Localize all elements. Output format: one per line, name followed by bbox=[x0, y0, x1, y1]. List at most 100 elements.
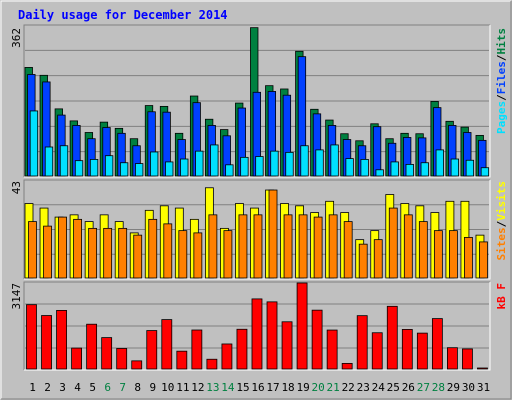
bar-sites-day-28 bbox=[433, 230, 443, 279]
bar-pages-day-4 bbox=[74, 160, 84, 177]
bar-pages-day-14 bbox=[225, 164, 234, 177]
bar-kbytes-day-26 bbox=[401, 329, 413, 370]
legend-mid-entry: / bbox=[495, 220, 508, 227]
legend-top-text: Pages/Files/Hits bbox=[495, 28, 508, 134]
bar-sites-day-26 bbox=[403, 214, 413, 279]
bar-kbytes-day-4 bbox=[71, 347, 82, 370]
bar-sites-day-18 bbox=[283, 214, 293, 279]
middle-panel-legend: Sites/Visits bbox=[495, 181, 508, 261]
bar-pages-day-7 bbox=[119, 162, 129, 177]
bar-pages-day-29 bbox=[450, 158, 460, 177]
bar-pages-day-13 bbox=[210, 144, 219, 177]
middle-panel-ymax-label: 43 bbox=[10, 181, 23, 194]
bar-kbytes-day-12 bbox=[191, 329, 203, 370]
x-tick-label-day-25: 25 bbox=[387, 381, 400, 394]
x-tick-label-day-21: 21 bbox=[327, 381, 340, 394]
bar-kbytes-day-8 bbox=[131, 360, 143, 370]
x-tick-label-day-11: 11 bbox=[176, 381, 189, 394]
legend-top-entry: Files bbox=[495, 61, 508, 94]
x-tick-label-day-5: 5 bbox=[89, 381, 96, 394]
bar-sites-day-7 bbox=[118, 227, 128, 279]
bar-sites-day-17 bbox=[268, 189, 278, 279]
panel-visits-highlight bbox=[24, 180, 491, 280]
bottom-panel-legend: kB F bbox=[495, 283, 508, 310]
bar-sites-day-6 bbox=[103, 227, 113, 279]
x-tick-label-day-7: 7 bbox=[119, 381, 126, 394]
bar-pages-day-31 bbox=[480, 167, 490, 177]
bar-pages-day-8 bbox=[135, 163, 144, 177]
bar-sites-day-24 bbox=[373, 239, 383, 279]
x-tick-label-day-19: 19 bbox=[296, 381, 309, 394]
bar-kbytes-day-25 bbox=[386, 305, 398, 370]
bar-sites-day-20 bbox=[313, 216, 323, 279]
x-axis-labels: 1 2 3 4 5 6 7 8 9 10 11 12 13 14 15 16 17 18 19 20 21 22 23 24 2… bbox=[29, 381, 490, 394]
bar-kbytes-day-6 bbox=[101, 337, 113, 370]
bar-pages-day-19 bbox=[300, 145, 309, 177]
bar-pages-day-26 bbox=[405, 163, 414, 177]
bar-sites-day-14 bbox=[223, 230, 233, 279]
bar-kbytes-day-11 bbox=[176, 350, 188, 370]
x-tick-label-day-28: 28 bbox=[432, 381, 445, 394]
bar-pages-day-28 bbox=[435, 149, 444, 177]
bar-pages-day-9 bbox=[150, 151, 159, 177]
legend-bot-text: kB F bbox=[495, 283, 508, 310]
bar-pages-day-25 bbox=[390, 161, 399, 177]
bar-kbytes-day-16 bbox=[251, 298, 263, 370]
x-tick-label-day-10: 10 bbox=[161, 381, 174, 394]
bar-sites-day-8 bbox=[133, 234, 143, 279]
bar-pages-day-16 bbox=[255, 156, 264, 177]
bar-pages-day-15 bbox=[240, 156, 249, 177]
x-tick-label-day-24: 24 bbox=[372, 381, 386, 394]
legend-top-entry: Hits bbox=[495, 28, 508, 55]
bar-kbytes-day-17 bbox=[266, 301, 278, 370]
bar-sites-day-27 bbox=[418, 221, 428, 279]
bar-pages-day-10 bbox=[165, 161, 174, 177]
x-tick-label-day-4: 4 bbox=[74, 381, 81, 394]
bar-kbytes-day-29 bbox=[447, 347, 458, 370]
bar-kbytes-day-15 bbox=[236, 328, 248, 370]
bar-sites-day-9 bbox=[148, 218, 158, 279]
x-tick-label-day-15: 15 bbox=[236, 381, 249, 394]
bar-sites-day-16 bbox=[253, 214, 263, 279]
bar-pages-day-21 bbox=[330, 144, 339, 177]
x-tick-label-day-16: 16 bbox=[251, 381, 264, 394]
bar-kbytes-day-22 bbox=[341, 362, 353, 370]
bar-pages-day-11 bbox=[180, 158, 189, 177]
x-tick-label-day-1: 1 bbox=[29, 381, 36, 394]
bar-sites-day-3 bbox=[58, 216, 67, 279]
bar-sites-day-29 bbox=[449, 230, 458, 279]
bar-sites-day-4 bbox=[73, 218, 82, 279]
bar-kbytes-day-7 bbox=[116, 348, 128, 370]
x-tick-label-day-13: 13 bbox=[206, 381, 219, 394]
x-tick-label-day-20: 20 bbox=[312, 381, 325, 394]
bar-pages-day-23 bbox=[360, 159, 369, 177]
bar-pages-day-30 bbox=[465, 159, 475, 177]
x-tick-label-day-30: 30 bbox=[462, 381, 475, 394]
bar-pages-day-3 bbox=[59, 145, 69, 177]
bar-sites-day-31 bbox=[479, 241, 488, 279]
bar-sites-day-12 bbox=[193, 232, 203, 279]
bar-sites-day-13 bbox=[208, 214, 218, 279]
bar-pages-day-6 bbox=[104, 155, 114, 177]
bar-pages-day-17 bbox=[270, 150, 279, 177]
bar-sites-day-30 bbox=[464, 236, 473, 279]
legend-top-entry: / bbox=[495, 54, 508, 61]
bar-kbytes-day-13 bbox=[206, 358, 218, 370]
legend-mid-text: Sites/Visits bbox=[495, 181, 508, 261]
legend-bot-entry: kB F bbox=[495, 283, 508, 310]
panel-visits-shadow bbox=[23, 179, 490, 279]
bar-kbytes-day-20 bbox=[311, 309, 323, 370]
bar-sites-day-21 bbox=[328, 214, 338, 279]
legend-mid-entry: Sites bbox=[495, 227, 508, 260]
bar-sites-day-25 bbox=[388, 207, 398, 279]
bar-kbytes-day-23 bbox=[356, 315, 368, 370]
bar-kbytes-day-19 bbox=[296, 282, 308, 370]
bar-kbytes-day-5 bbox=[86, 323, 98, 370]
x-tick-label-day-18: 18 bbox=[281, 381, 294, 394]
bar-kbytes-day-1 bbox=[26, 304, 37, 370]
bar-pages-day-1 bbox=[29, 110, 39, 177]
bar-files-day-24 bbox=[372, 126, 382, 177]
bar-pages-day-2 bbox=[44, 146, 54, 177]
